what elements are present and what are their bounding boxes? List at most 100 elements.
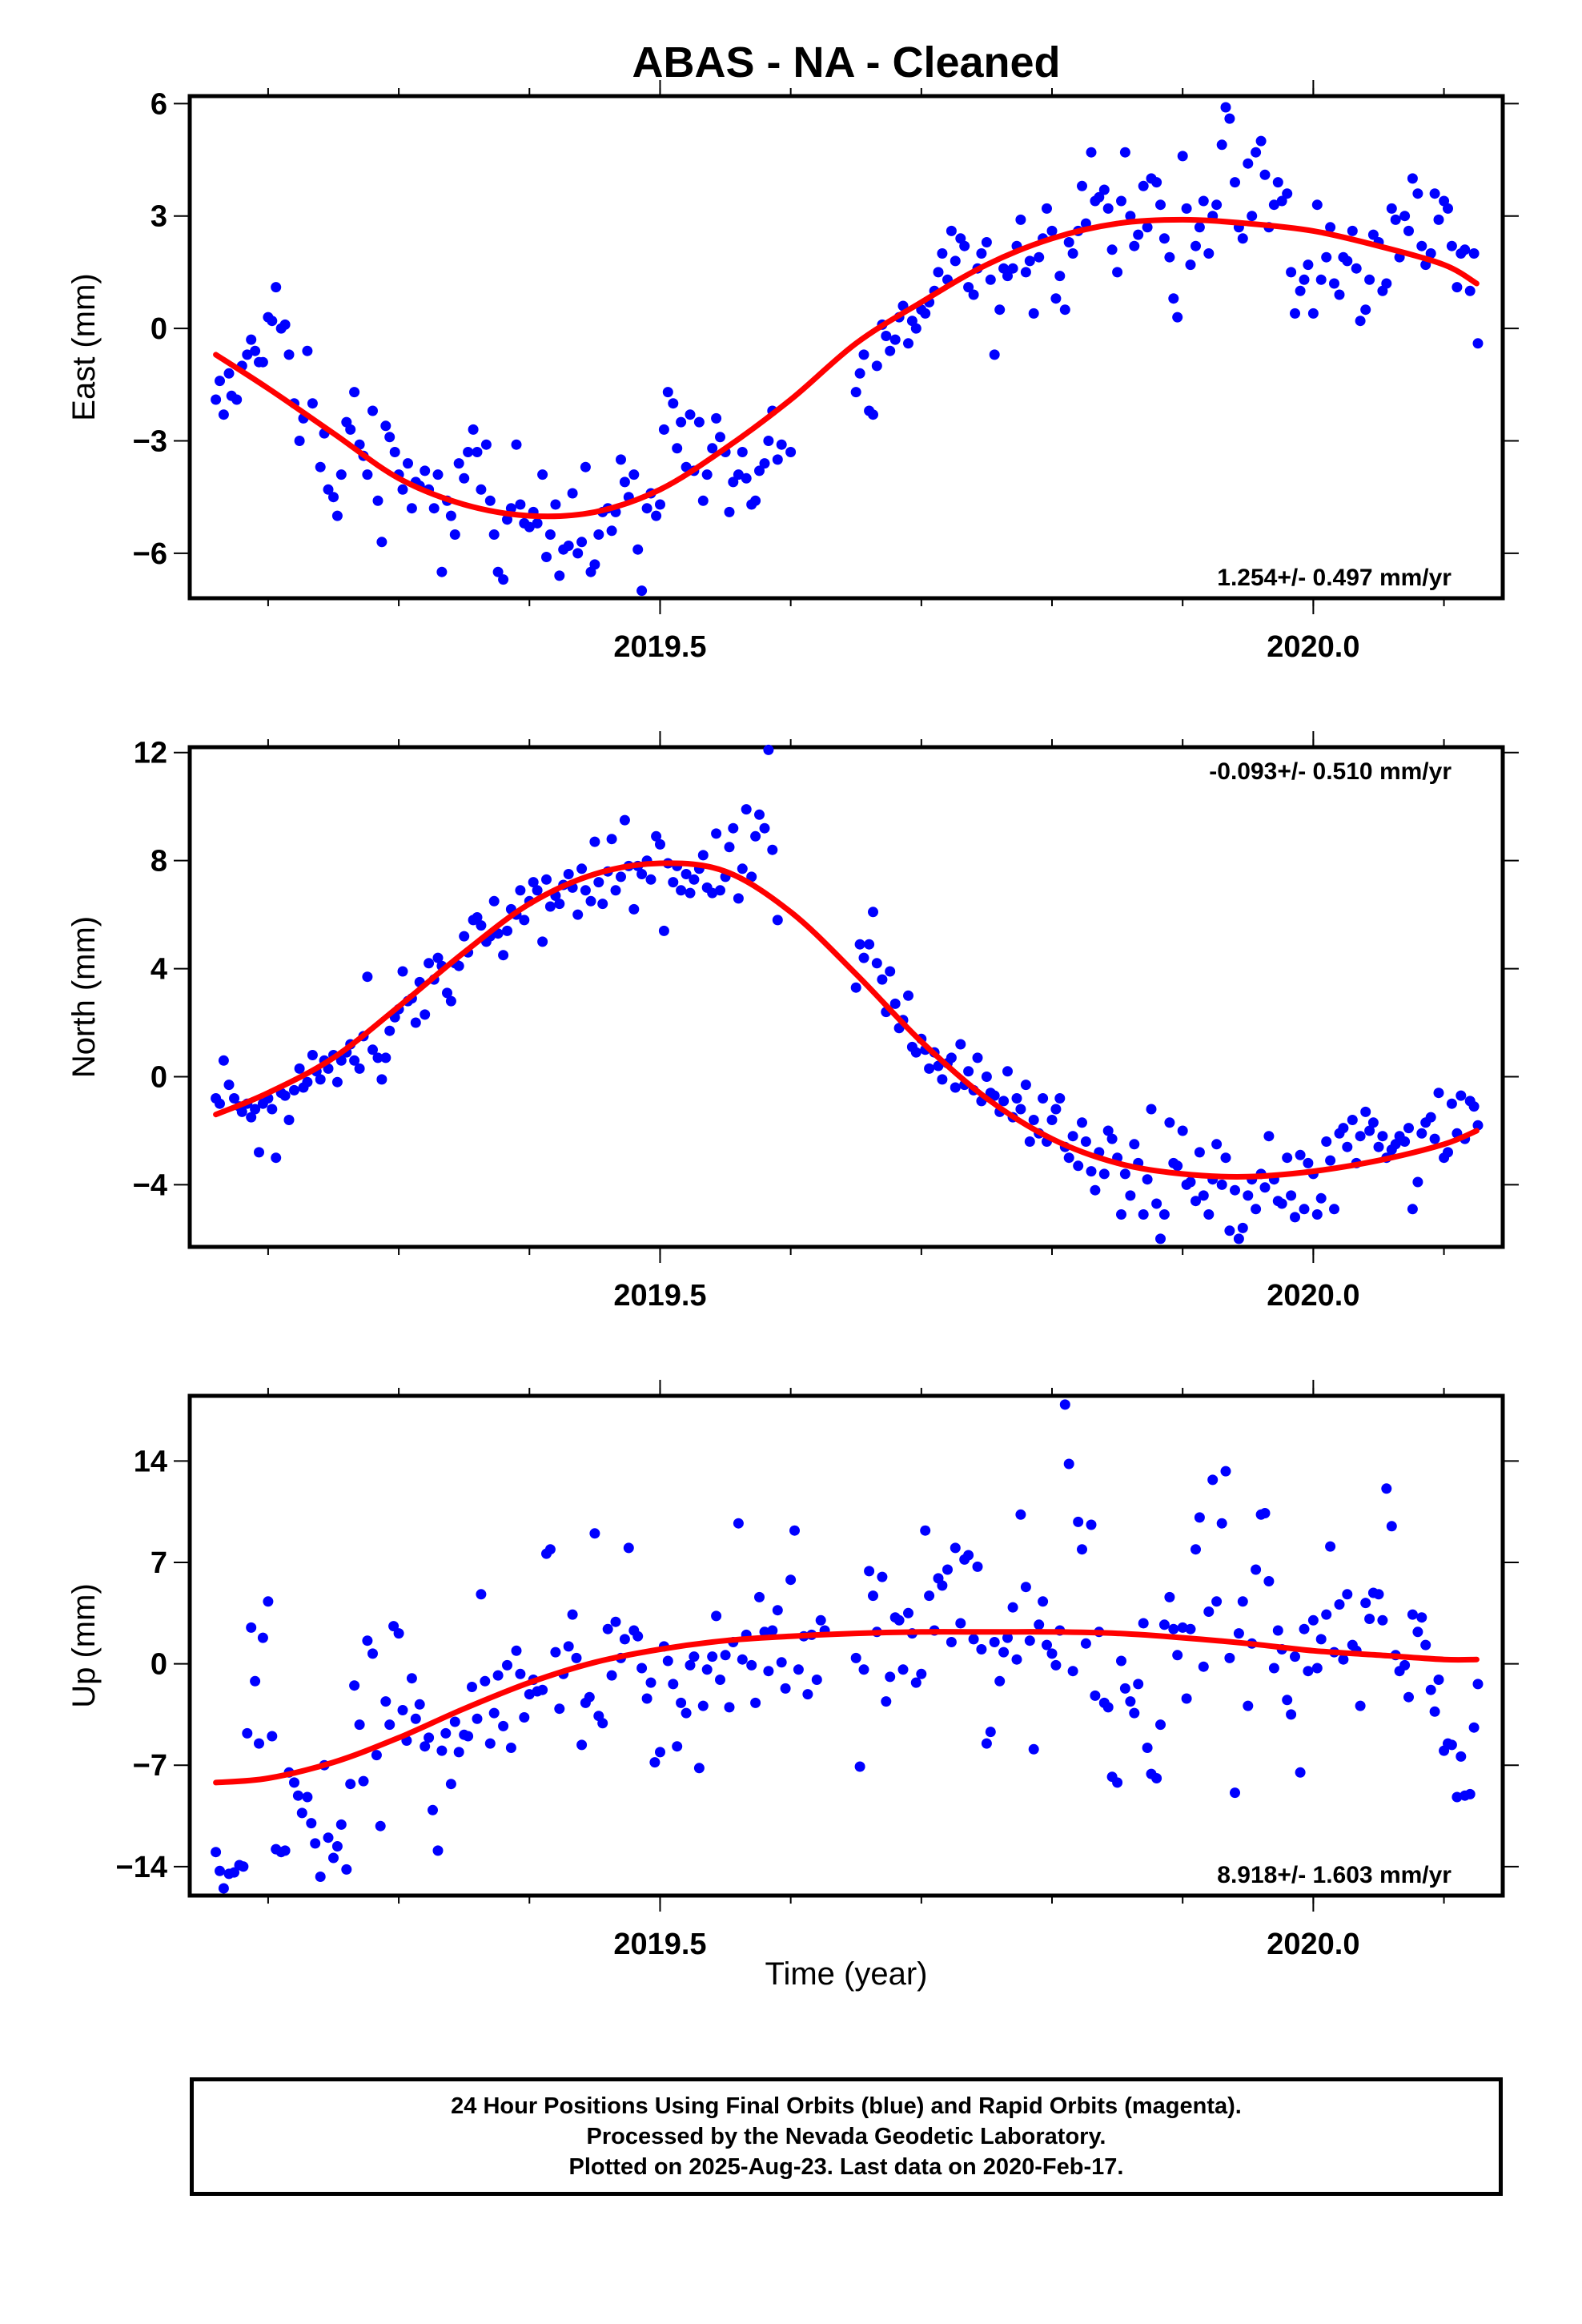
east-data-point (550, 499, 561, 510)
north-data-point (1315, 1192, 1327, 1204)
east-data-point (331, 510, 343, 521)
east-data-point (1251, 147, 1262, 158)
up-data-point (1203, 1606, 1215, 1617)
up-data-point (715, 1675, 725, 1685)
up-data-point (1377, 1614, 1388, 1626)
north-data-point (1321, 1136, 1332, 1147)
north-data-point (453, 960, 464, 971)
east-data-point (636, 585, 648, 597)
east-data-point (502, 514, 512, 525)
up-data-point (371, 1750, 382, 1761)
east-data-point (532, 517, 543, 529)
east-data-point (257, 356, 268, 368)
east-data-point (697, 495, 709, 506)
east-data-point (1015, 214, 1026, 225)
east-data-point (1303, 259, 1314, 271)
up-data-point (263, 1596, 274, 1607)
east-data-point (1347, 225, 1358, 236)
up-data-point (1446, 1739, 1457, 1751)
east-data-point (1059, 304, 1070, 316)
east-data-point (1098, 184, 1110, 195)
up-data-point (994, 1675, 1006, 1687)
north-data-point (864, 939, 875, 950)
up-data-point (341, 1864, 352, 1875)
up-data-point (246, 1622, 257, 1633)
north-data-point (1028, 1115, 1039, 1125)
up-data-point (384, 1719, 396, 1731)
up-data-point (763, 1666, 774, 1677)
up-data-point (1452, 1791, 1463, 1803)
north-data-point (397, 966, 408, 977)
up-data-point (1307, 1614, 1319, 1626)
east-data-point (1142, 222, 1153, 233)
north-data-point (544, 901, 556, 912)
up-data-point (1211, 1596, 1223, 1607)
north-data-point (1456, 1090, 1467, 1101)
north-data-point (1191, 1196, 1201, 1207)
east-data-point (959, 240, 970, 251)
up-data-point (367, 1648, 378, 1659)
north-data-point (572, 909, 584, 920)
east-fit-curve (213, 216, 1480, 520)
north-data-point (442, 987, 452, 999)
east-data-point (1433, 214, 1444, 225)
north-data-point (294, 1063, 305, 1074)
up-data-point (968, 1634, 979, 1645)
east-data-point (658, 424, 669, 435)
north-data-point (616, 871, 626, 883)
up-data-point (750, 1697, 761, 1708)
north-data-point (476, 920, 487, 931)
up-data-point (689, 1651, 700, 1663)
up-data-point (440, 1727, 452, 1739)
up-data-point (436, 1745, 448, 1756)
east-data-point (1286, 267, 1297, 278)
up-data-point (472, 1713, 483, 1724)
north-data-point (963, 1066, 974, 1077)
up-data-point (850, 1652, 861, 1663)
up-data-point (746, 1659, 757, 1671)
east-data-point (1403, 225, 1414, 236)
east-data-point (1243, 158, 1254, 169)
north-data-point (1198, 1190, 1209, 1201)
north-data-point (1106, 1133, 1118, 1144)
north-panel: 2019.5 2020.0 12 8 4 0 −4 North (mm) -0.093+/- 0… (66, 731, 1519, 1313)
east-data-point (711, 412, 722, 424)
east-data-point (754, 465, 765, 476)
up-data-point (1020, 1582, 1031, 1593)
up-data-point (550, 1647, 561, 1658)
up-data-point (1015, 1509, 1026, 1520)
up-data-point (335, 1819, 347, 1830)
north-data-point (367, 1044, 378, 1055)
north-data-point (741, 804, 752, 815)
north-data-point (323, 1063, 334, 1074)
north-data-point (528, 877, 539, 888)
east-data-point (1446, 240, 1457, 251)
up-data-point (733, 1518, 744, 1529)
north-data-point (1338, 1123, 1349, 1134)
up-data-point (354, 1719, 365, 1731)
up-data-point (1290, 1651, 1300, 1663)
east-data-point (1315, 274, 1327, 285)
north-data-point (903, 990, 913, 1001)
up-data-point (420, 1741, 431, 1752)
east-data-point (1255, 135, 1267, 147)
east-data-point (1464, 285, 1476, 296)
north-data-point (498, 950, 509, 961)
east-y-tick-label: 3 (151, 200, 167, 234)
north-data-point (1377, 1131, 1388, 1142)
north-data-point (1138, 1209, 1149, 1220)
up-data-point (296, 1807, 307, 1819)
north-data-point (537, 936, 548, 947)
up-data-point (672, 1741, 683, 1752)
up-data-point (1468, 1722, 1480, 1733)
east-data-point (910, 323, 921, 334)
north-data-point (1050, 1104, 1062, 1115)
east-data-point (1216, 139, 1227, 151)
east-data-point (1002, 271, 1013, 282)
up-data-point (238, 1861, 249, 1872)
east-data-point (1063, 237, 1074, 247)
north-data-point (877, 974, 888, 985)
caption-box: 24 Hour Positions Using Final Orbits (bl… (190, 2077, 1503, 2196)
north-data-point (236, 1106, 247, 1117)
east-data-point (715, 432, 725, 443)
